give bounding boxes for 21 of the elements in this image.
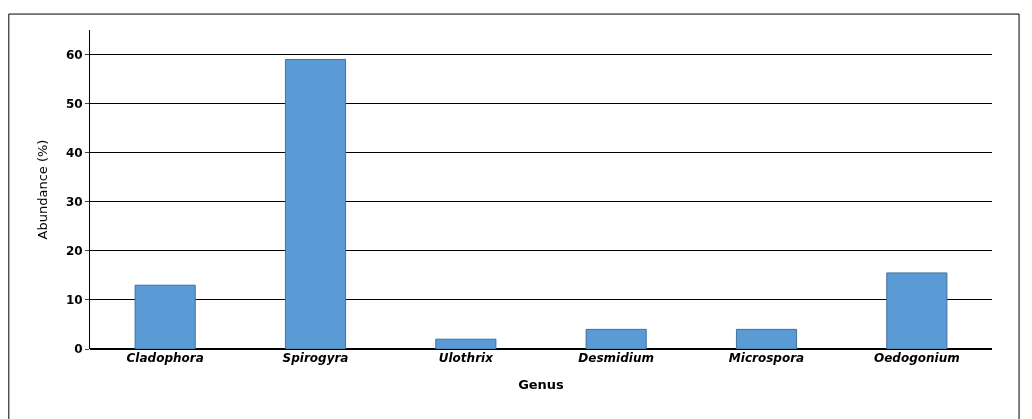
y-tick-label: 10 bbox=[65, 293, 83, 308]
y-tick-label: 20 bbox=[65, 244, 83, 259]
x-tick-label: Oedogonium bbox=[873, 351, 960, 365]
bar bbox=[284, 58, 347, 349]
bar bbox=[886, 272, 948, 349]
x-tick-label: Spirogyra bbox=[282, 351, 349, 365]
y-axis-title: Abundance (%) bbox=[34, 139, 50, 240]
y-tick-label: 60 bbox=[65, 47, 83, 62]
y-tick-label: 50 bbox=[65, 96, 83, 111]
x-tick-label: Ulothrix bbox=[438, 351, 495, 365]
x-tick-label: Cladophora bbox=[126, 351, 204, 365]
bar bbox=[134, 284, 196, 349]
bar bbox=[585, 328, 647, 349]
y-tick-label: 40 bbox=[65, 145, 83, 160]
y-tick-label: 0 bbox=[74, 342, 83, 357]
bar bbox=[735, 328, 798, 349]
x-tick-label: Microspora bbox=[728, 351, 805, 365]
bar bbox=[435, 338, 497, 349]
x-axis-title: Genus bbox=[518, 376, 565, 392]
x-tick-label: Desmidium bbox=[578, 351, 654, 365]
y-tick-label: 30 bbox=[65, 194, 83, 209]
